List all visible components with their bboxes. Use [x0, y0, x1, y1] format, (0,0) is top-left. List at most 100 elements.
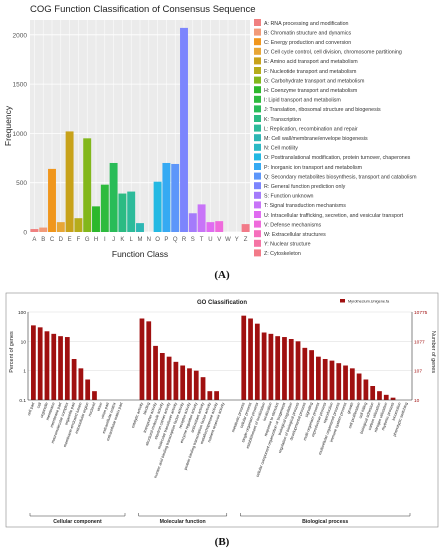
go-groups: Cellular component Molecular function Biol… — [29, 513, 411, 525]
cog-bar-m — [136, 223, 144, 232]
cog-bar-s — [188, 213, 197, 232]
cog-y-tick-label: 500 — [16, 180, 27, 187]
go-bar-developmental-process — [302, 347, 308, 400]
cog-bar-o — [153, 181, 162, 232]
cog-legend-entry: Q: Secondary metabolites biosynthesis, t… — [264, 174, 417, 180]
go-bar-enzyme-regulator-activity — [193, 370, 199, 400]
go-category-label: virion — [95, 402, 103, 412]
cog-bar-k — [118, 193, 127, 232]
cog-legend-entry: T: Signal transduction mechanisms — [264, 203, 346, 209]
cog-y-tick-label: 1500 — [13, 82, 28, 89]
cog-bar-h — [92, 206, 100, 232]
go-category-label: binding — [142, 402, 151, 416]
cog-legend-entry: Y: Nuclear structure — [264, 242, 311, 248]
cog-bar-l — [127, 191, 136, 232]
cog-legend-entry: E: Amino acid transport and metabolism — [264, 59, 358, 65]
go-category-label: growth — [346, 402, 355, 415]
cog-legend-entry: S: Function unknown — [264, 194, 314, 200]
cog-bar-u — [206, 222, 215, 232]
go-bar-organelle — [44, 331, 50, 400]
cog-x-tick-label: J — [112, 237, 115, 243]
go-bar-electron-carrier-activity — [166, 356, 172, 400]
cog-legend-entry: B: Chromatin structure and dynamics — [264, 30, 351, 36]
cog-legend-swatch — [254, 211, 261, 218]
go-bar-membrane — [51, 333, 57, 400]
cog-x-tick-label: H — [94, 237, 98, 243]
cog-y-tick-label: 1000 — [13, 131, 28, 138]
cog-legend-entry: G: Carbohydrate transport and metabolism — [264, 78, 365, 84]
cog-bar-j — [109, 162, 118, 232]
cog-legend-entry: W: Extracellular structures — [264, 232, 326, 238]
go-category-label: nucleoid — [87, 402, 97, 417]
cog-title: COG Function Classification of Consensus… — [30, 4, 255, 15]
go-left-axis-label: Percent of genes — [9, 331, 15, 373]
go-left-tick-label: 10 — [21, 339, 27, 345]
cog-x-tick-label: F — [77, 237, 81, 243]
go-category-label: locomotion — [391, 402, 402, 421]
go-right-axis-label: Number of genes — [430, 331, 436, 373]
cog-legend-swatch — [254, 19, 261, 26]
cog-legend-swatch — [254, 153, 261, 161]
cog-legend-entry: J: Translation, ribosomal structure and … — [264, 107, 381, 113]
go-bar-antioxidant-activity — [200, 377, 206, 400]
go-group-label-cellular-component: Cellular component — [53, 519, 102, 525]
go-left-tick-label: 100 — [18, 310, 26, 316]
cog-legend-entry: D: Cell cycle control, cell division, ch… — [264, 50, 402, 56]
go-category-label: localization — [262, 402, 273, 422]
cog-legend-entry: U: Intracellular trafficking, secretion,… — [264, 213, 404, 219]
cog-bar-g — [83, 138, 92, 232]
cog-x-tick-label: L — [130, 237, 134, 243]
cog-x-tick-label: B — [41, 237, 45, 243]
cog-legend-entry: K: Transcription — [264, 117, 301, 123]
cog-legend-swatch — [254, 143, 261, 151]
cog-legend-swatch — [254, 134, 261, 142]
go-bar-organelle-part — [71, 358, 77, 400]
go-bar-cell-killing — [363, 379, 369, 400]
go-category-label: cell killing — [357, 402, 367, 419]
cog-x-tick-label: M — [138, 237, 143, 243]
cog-x-tick-label: P — [164, 237, 168, 243]
go-bar-single-organism-process — [254, 323, 260, 400]
cog-legend-entry: N: Cell motility — [264, 146, 298, 152]
cog-legend-entry: R: General function prediction only — [264, 184, 346, 190]
cog-legend-swatch — [254, 95, 261, 103]
cog-x-tick-label: Z — [244, 237, 248, 243]
go-bar-molecular-transducer-activity — [173, 361, 179, 400]
go-bar-establishment-of-localization — [261, 332, 267, 400]
go-legend-swatch — [340, 299, 345, 303]
cog-x-tick-label: T — [200, 237, 204, 243]
cog-y-tick-label: 2000 — [13, 32, 28, 39]
go-bar-extracellular-region — [85, 379, 91, 400]
go-right-tick-label: 1077 — [414, 339, 425, 345]
cog-x-tick-label: V — [217, 237, 221, 243]
cog-bars — [30, 27, 250, 233]
cog-legend-swatch — [254, 230, 261, 238]
cog-x-tick-label: E — [68, 237, 72, 243]
go-category-label: cell part — [26, 401, 36, 416]
go-bar-nucleoid — [92, 391, 97, 400]
go-category-label: virion part — [99, 401, 110, 420]
cog-legend-swatch — [254, 86, 261, 94]
go-left-tick-label: 0.1 — [19, 398, 26, 404]
go-bar-immune-system-process — [343, 365, 348, 400]
cog-legend: A: RNA processing and modification B: Chr… — [254, 19, 417, 257]
cog-legend-swatch — [254, 182, 261, 190]
go-bar-transporter-activity — [153, 345, 158, 400]
cog-x-tick-label: O — [155, 237, 160, 243]
cog-bar-z — [241, 224, 250, 232]
cog-x-tick-label: G — [85, 237, 90, 243]
cog-bar-c — [48, 168, 56, 232]
cog-bar-t — [197, 204, 206, 232]
go-bar-biological-adhesion — [370, 386, 376, 400]
go-bar-multi-organism-process — [316, 356, 321, 400]
cog-legend-swatch — [254, 47, 261, 55]
cog-bar-d — [56, 222, 65, 232]
cog-x-tick-label: U — [208, 237, 212, 243]
cog-x-tick-label: C — [50, 237, 55, 243]
cog-bar-a — [30, 229, 39, 232]
go-bar-metallochaperone-activity — [214, 391, 219, 400]
cog-legend-swatch — [254, 105, 261, 113]
